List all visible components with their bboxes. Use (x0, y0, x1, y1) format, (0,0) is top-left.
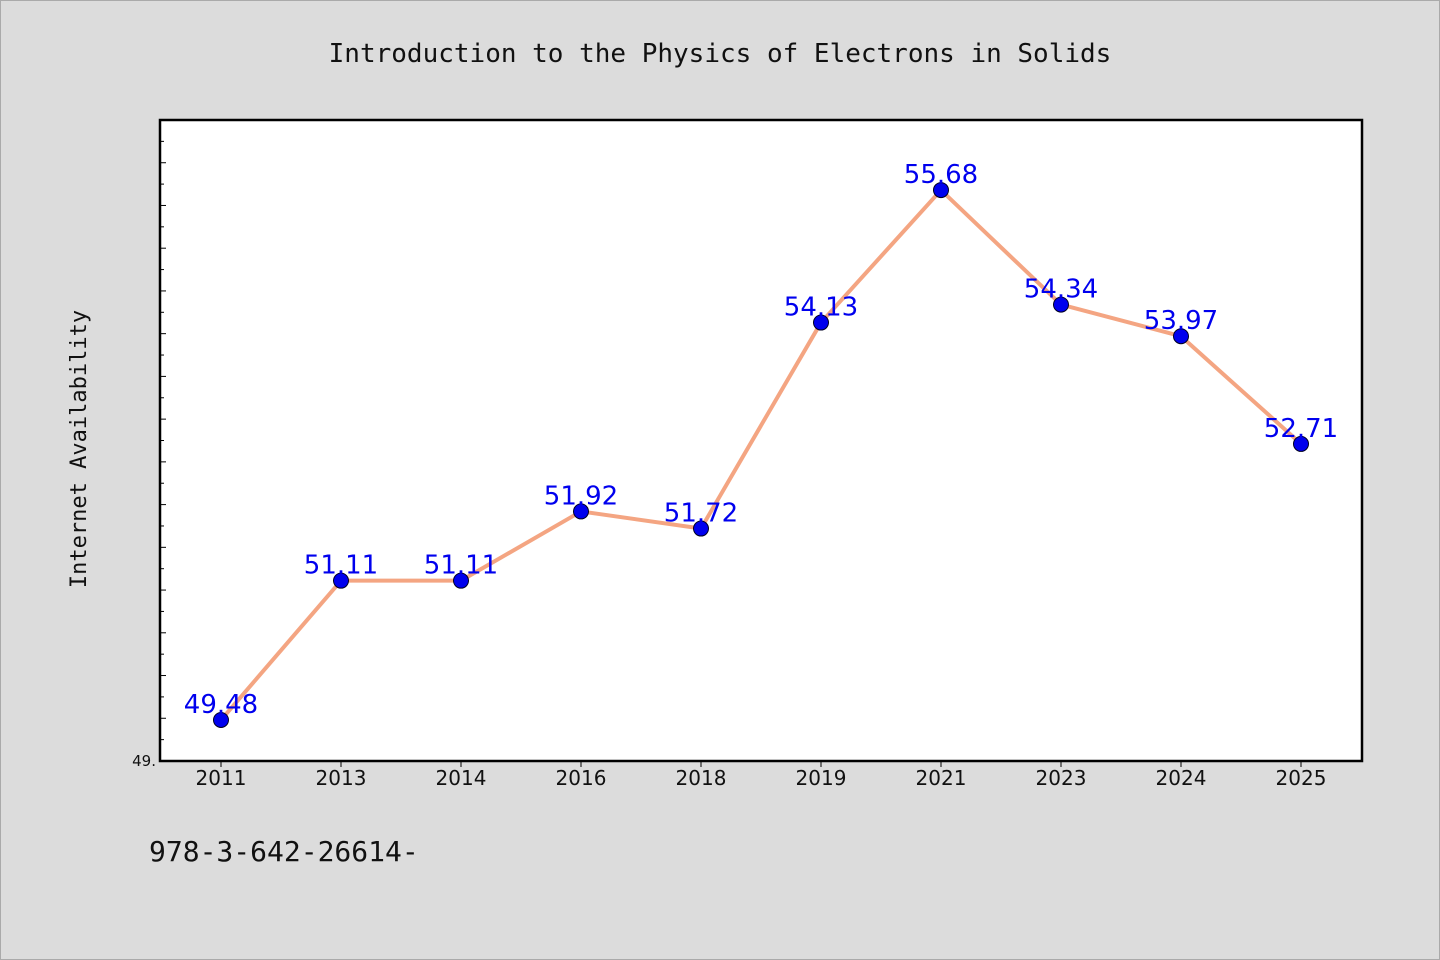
data-point (1293, 435, 1309, 452)
data-label: 51.11 (304, 551, 378, 581)
data-point (1173, 328, 1189, 345)
series-line (219, 188, 1303, 722)
data-label: 51.72 (664, 499, 738, 529)
x-tick-label: 2013 (316, 766, 367, 790)
data-point (573, 503, 589, 520)
x-tick-label: 2024 (1156, 766, 1207, 790)
chart-title: Introduction to the Physics of Electrons… (329, 39, 1112, 69)
data-label: 52.71 (1264, 414, 1338, 444)
data-point (693, 520, 709, 537)
data-point (453, 572, 469, 589)
data-label: 51.11 (424, 551, 498, 581)
x-tick-label: 2023 (1036, 766, 1087, 790)
footer-code: 978-3-642-26614- (149, 835, 419, 868)
x-tick-label: 2019 (796, 766, 847, 790)
data-point (333, 572, 349, 589)
y-tick-label: 49. (132, 752, 156, 770)
data-label: 54.34 (1024, 275, 1098, 305)
data-point (813, 314, 829, 331)
x-tick-label: 2018 (676, 766, 727, 790)
x-tick-label: 2016 (556, 766, 607, 790)
data-point (213, 711, 229, 728)
data-label: 54.13 (784, 293, 858, 323)
x-tick-label: 2014 (436, 766, 487, 790)
data-point (1053, 296, 1069, 313)
y-axis-label: Internet Availability (67, 310, 92, 588)
x-tick-label: 2025 (1276, 766, 1327, 790)
data-label: 49.48 (184, 690, 258, 720)
data-point (933, 182, 949, 199)
x-tick-label: 2011 (196, 766, 247, 790)
x-tick-label: 2021 (916, 766, 967, 790)
data-label: 51.92 (544, 481, 618, 511)
data-label: 55.68 (904, 160, 978, 190)
data-label: 53.97 (1144, 306, 1218, 336)
plot-area (158, 118, 1364, 763)
